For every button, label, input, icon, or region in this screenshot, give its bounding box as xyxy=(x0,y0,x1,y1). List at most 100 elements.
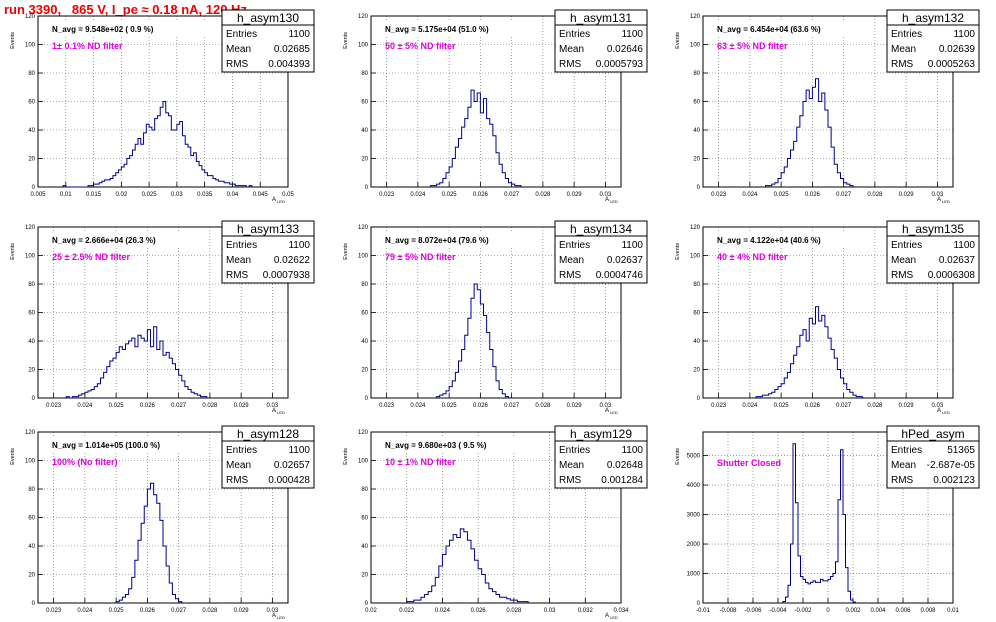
x-tick-label: 0.027 xyxy=(171,403,187,409)
y-axis-label: Events xyxy=(343,32,349,49)
stats-box: h_asym130 Entries 1100 Mean 0.02685 RMS 0.0043… xyxy=(221,9,315,73)
y-tick-label: 0 xyxy=(365,185,369,191)
x-axis-label: A xyxy=(605,197,609,203)
stat-label: RMS xyxy=(891,270,914,281)
y-tick-label: 100 xyxy=(358,254,369,260)
x-tick-label: 0.002 xyxy=(845,608,861,614)
hist-name: h_asym133 xyxy=(237,222,299,236)
stats-box: h_asym134 Entries 1100 Mean 0.02637 RMS 0.0004… xyxy=(554,220,648,284)
navg-box: N_avg = 4.122e+04 (40.6 %) xyxy=(713,233,871,246)
stat-label: RMS xyxy=(559,270,582,281)
y-tick-label: 20 xyxy=(28,368,35,374)
x-tick-label: 0.01 xyxy=(60,192,72,198)
navg-box-bg xyxy=(48,438,206,451)
x-axis-label: A xyxy=(272,613,276,619)
x-tick-label: 0.03 xyxy=(267,403,279,409)
stat-label: Entries xyxy=(226,445,257,456)
y-tick-label: 60 xyxy=(693,311,700,317)
stat-value: 0.0004746 xyxy=(596,270,644,281)
x-tick-label: 0.026 xyxy=(140,403,156,409)
navg-box: N_avg = 1.014e+05 (100.0 %) xyxy=(48,438,206,451)
hist-name: h_asym131 xyxy=(570,11,632,25)
y-tick-label: 1000 xyxy=(687,572,701,578)
x-tick-label: -0.006 xyxy=(744,608,762,614)
navg-box: N_avg = 6.454e+04 (63.6 %) xyxy=(713,22,871,35)
x-tick-label: 0.03 xyxy=(544,608,556,614)
y-tick-label: 0 xyxy=(697,601,701,607)
y-tick-label: 20 xyxy=(28,573,35,579)
navg-text: N_avg = 5.175e+04 (51.0 %) xyxy=(385,25,489,34)
y-tick-label: 0 xyxy=(365,396,369,402)
navg-box: N_avg = 5.175e+04 (51.0 %) xyxy=(381,22,539,35)
x-tick-label: 0.03 xyxy=(932,192,944,198)
x-tick-label: 0.03 xyxy=(171,192,183,198)
hist-name: h_asym134 xyxy=(570,222,632,236)
x-tick-label: 0.029 xyxy=(567,192,583,198)
x-tick-label: 0.008 xyxy=(920,608,936,614)
x-tick-label: 0.023 xyxy=(711,403,727,409)
navg-box-bg xyxy=(713,22,871,35)
histogram-line xyxy=(406,528,529,603)
navg-box: N_avg = 8.072e+04 (79.6 %) xyxy=(381,233,539,246)
y-tick-label: 20 xyxy=(361,368,368,374)
x-tick-label: 0.03 xyxy=(932,403,944,409)
navg-box: N_avg = 9.680e+03 ( 9.5 %) xyxy=(381,438,539,451)
stats-box-frame xyxy=(886,220,980,284)
hist-name: h_asym129 xyxy=(570,427,632,441)
y-tick-label: 100 xyxy=(358,459,369,465)
stats-box-frame xyxy=(221,9,315,73)
stat-value: 0.004393 xyxy=(268,59,310,70)
stats-box-frame xyxy=(554,9,648,73)
stat-label: Mean xyxy=(891,255,916,266)
y-tick-label: 0 xyxy=(32,396,36,402)
x-axis-label: A xyxy=(272,408,276,414)
x-tick-label: 0.032 xyxy=(578,608,594,614)
y-tick-label: 60 xyxy=(361,100,368,106)
filter-annotation: 79 ± 5% ND filter xyxy=(385,252,456,262)
x-tick-label: 0.029 xyxy=(899,192,915,198)
x-tick-label: 0.025 xyxy=(442,192,458,198)
x-axis-label: A xyxy=(937,408,941,414)
x-tick-label: 0.027 xyxy=(171,608,187,614)
x-tick-label: 0.02 xyxy=(365,608,377,614)
y-axis-label: Events xyxy=(10,32,16,49)
x-axis-label-sub: LED xyxy=(610,615,618,620)
filter-annotation: 1± 0.1% ND filter xyxy=(52,41,123,51)
x-tick-label: 0.028 xyxy=(867,403,883,409)
x-tick-label: 0.027 xyxy=(836,192,852,198)
stat-value: 0.02622 xyxy=(274,255,311,266)
histogram-panel-h_asym134: 0.023 0.024 0.025 0.026 0.027 0.028 0.029 0.03 0… xyxy=(343,220,648,415)
y-tick-label: 5000 xyxy=(687,454,701,460)
x-tick-label: 0.028 xyxy=(202,608,218,614)
stat-value: 0.02648 xyxy=(607,460,644,471)
stat-label: RMS xyxy=(559,475,582,486)
y-tick-label: 80 xyxy=(28,487,35,493)
stats-box-frame xyxy=(554,425,648,489)
filter-annotation: 25 ± 2.5% ND filter xyxy=(52,252,130,262)
navg-box: N_avg = 9.548e+02 ( 0.9 %) xyxy=(48,22,206,35)
x-tick-label: 0.025 xyxy=(109,403,125,409)
y-axis-label: Events xyxy=(343,448,349,465)
x-tick-label: 0.028 xyxy=(506,608,522,614)
x-tick-label: 0.03 xyxy=(600,403,612,409)
x-tick-label: 0.034 xyxy=(613,608,629,614)
hist-name: h_asym132 xyxy=(902,11,964,25)
x-tick-label: 0.025 xyxy=(774,403,790,409)
x-tick-label: 0.026 xyxy=(805,403,821,409)
filter-annotation: 63 ± 5% ND filter xyxy=(717,41,788,51)
y-tick-label: 80 xyxy=(28,71,35,77)
y-tick-label: 0 xyxy=(365,601,369,607)
y-tick-label: 60 xyxy=(28,311,35,317)
stat-label: RMS xyxy=(559,59,582,70)
stat-value: -2.687e-05 xyxy=(927,460,976,471)
hist-name: h_asym130 xyxy=(237,11,299,25)
hist-name: h_asym128 xyxy=(237,427,299,441)
y-tick-label: 80 xyxy=(28,282,35,288)
x-axis-label-sub: LED xyxy=(942,199,950,204)
stat-value: 1100 xyxy=(621,240,643,251)
x-tick-label: 0.005 xyxy=(30,192,46,198)
navg-text: N_avg = 4.122e+04 (40.6 %) xyxy=(717,236,821,245)
x-tick-label: 0.024 xyxy=(410,192,426,198)
y-tick-label: 100 xyxy=(690,43,701,49)
